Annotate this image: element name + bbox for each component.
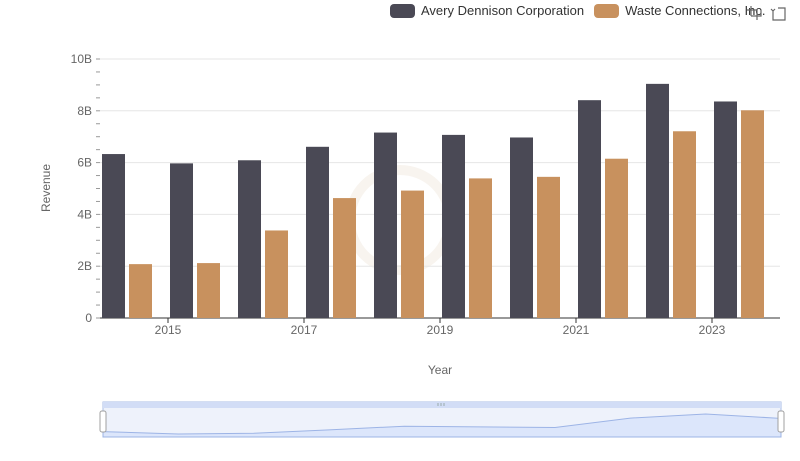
bar[interactable]: [714, 101, 737, 318]
bar[interactable]: [129, 264, 152, 318]
data-zoom-slider[interactable]: [99, 401, 785, 438]
watermark-shape: [345, 165, 455, 275]
legend-item-waste-connections[interactable]: Waste Connections, Inc.: [594, 3, 766, 18]
zoom-select-icon[interactable]: [746, 5, 762, 21]
legend-item-avery-dennison[interactable]: Avery Dennison Corporation: [390, 3, 584, 18]
x-axis-title: Year: [428, 363, 452, 377]
bar[interactable]: [646, 83, 669, 318]
x-tick-label: 2019: [427, 323, 454, 337]
legend-label-waste-connections: Waste Connections, Inc.: [625, 3, 766, 18]
slider-top-bar: [103, 402, 781, 408]
bar-series: [102, 83, 764, 318]
bar[interactable]: [741, 110, 764, 318]
bar[interactable]: [333, 198, 356, 318]
legend-swatch-waste-connections: [594, 3, 620, 18]
bar[interactable]: [537, 176, 560, 318]
bar[interactable]: [238, 160, 261, 318]
y-tick-label: 8B: [77, 104, 92, 118]
slider-preview-area: [102, 413, 782, 438]
legend-label-avery-dennison: Avery Dennison Corporation: [421, 3, 585, 18]
legend-swatch-avery-dennison: [390, 3, 415, 18]
zoom-reset-icon[interactable]: [770, 5, 786, 21]
watermark-logo: [345, 165, 455, 275]
bar[interactable]: [605, 158, 628, 318]
y-tick-label: 10B: [71, 52, 92, 66]
bar[interactable]: [306, 146, 329, 318]
y-axis-ticks: 0 2B 4B 6B 8B 10B: [71, 52, 100, 325]
y-tick-label: 2B: [77, 259, 92, 273]
chart-toolbox: [746, 5, 786, 21]
bar[interactable]: [469, 178, 492, 318]
x-tick-label: 2023: [699, 323, 726, 337]
y-tick-label: 4B: [77, 207, 92, 221]
y-axis-title: Revenue: [39, 164, 53, 212]
bar[interactable]: [197, 263, 220, 318]
chart-legend: Avery Dennison Corporation Waste Connect…: [390, 3, 766, 18]
x-tick-label: 2021: [563, 323, 590, 337]
bar[interactable]: [401, 190, 424, 318]
bar[interactable]: [102, 154, 125, 318]
y-tick-label: 0: [85, 311, 92, 325]
bar[interactable]: [510, 137, 533, 318]
y-tick-label: 6B: [77, 156, 92, 170]
slider-handle-left[interactable]: [99, 410, 107, 433]
bar[interactable]: [673, 131, 696, 318]
bar[interactable]: [578, 100, 601, 318]
bar[interactable]: [374, 132, 397, 318]
bar[interactable]: [265, 230, 288, 318]
slider-handle-right[interactable]: [777, 410, 785, 433]
x-tick-label: 2015: [155, 323, 182, 337]
x-axis: 2015 2017 2019 2021 2023: [100, 317, 780, 337]
bar[interactable]: [170, 163, 193, 318]
x-tick-label: 2017: [291, 323, 318, 337]
bar[interactable]: [442, 134, 465, 318]
